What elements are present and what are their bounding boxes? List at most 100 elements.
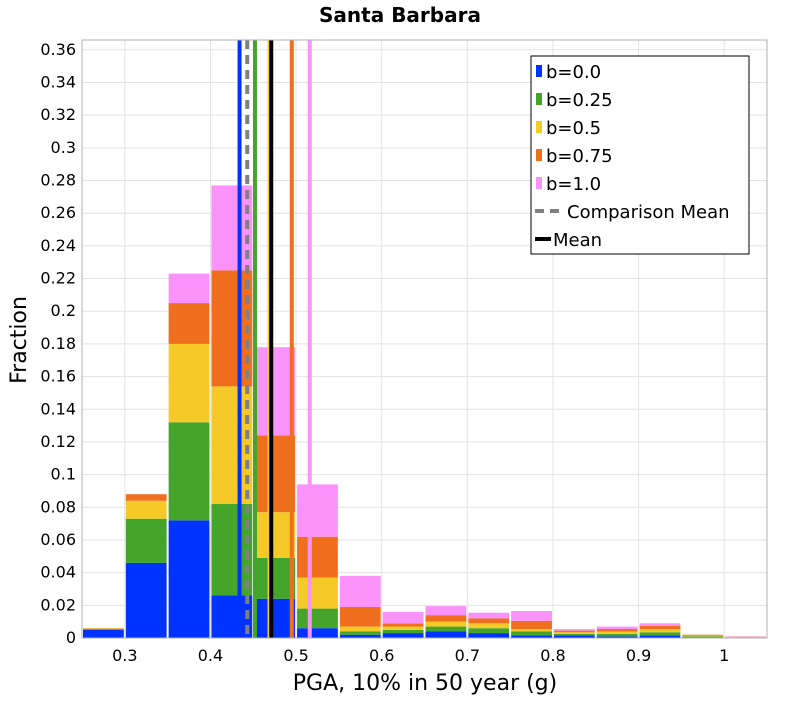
bar-segment <box>426 615 467 622</box>
legend-swatch <box>536 121 542 133</box>
y-tick-label: 0.18 <box>40 334 76 353</box>
bar-segment <box>297 484 338 536</box>
bar-segment <box>640 629 681 632</box>
bar-segment <box>468 628 509 633</box>
y-tick-label: 0.22 <box>40 269 76 288</box>
bar-segment <box>554 629 595 631</box>
y-tick-label: 0.28 <box>40 171 76 190</box>
y-tick-label: 0.04 <box>40 563 76 582</box>
bar-segment <box>511 631 552 635</box>
bar-segment <box>169 274 210 303</box>
bar-segment <box>426 606 467 615</box>
y-tick-label: 0 <box>66 628 76 647</box>
y-tick-label: 0.12 <box>40 432 76 451</box>
bar-segment <box>297 537 338 578</box>
legend-swatch <box>536 65 542 77</box>
legend-label: b=1.0 <box>546 174 601 195</box>
bar-segment <box>468 613 509 619</box>
x-tick-label: 0.7 <box>455 646 480 665</box>
x-tick-label: 0.5 <box>283 646 308 665</box>
bar-segment <box>682 635 723 636</box>
y-tick-label: 0.14 <box>40 399 76 418</box>
y-tick-label: 0.32 <box>40 105 76 124</box>
y-tick-label: 0.36 <box>40 40 76 59</box>
y-tick-label: 0.1 <box>51 465 76 484</box>
bar-segment <box>468 633 509 638</box>
legend-swatch <box>536 177 542 189</box>
bar-segment <box>511 611 552 621</box>
bar-segment <box>426 627 467 632</box>
legend-label: b=0.0 <box>546 62 601 83</box>
bar-segment <box>468 618 509 623</box>
bar-segment <box>126 563 167 638</box>
bar-segment <box>511 621 552 629</box>
bar-segment <box>340 627 381 632</box>
bar-segment <box>597 629 638 631</box>
bar-segment <box>554 632 595 634</box>
bar-segment <box>597 631 638 633</box>
y-tick-label: 0.02 <box>40 595 76 614</box>
bar-segment <box>426 631 467 638</box>
bar-segment <box>640 626 681 629</box>
bar-segment <box>169 344 210 422</box>
bar-segment <box>511 629 552 631</box>
bar-segment <box>640 623 681 625</box>
legend: b=0.0 b=0.25 b=0.5 b=0.75 b=1.0 Comparison Me… <box>531 56 749 254</box>
legend-label: Comparison Mean <box>567 202 730 223</box>
x-tick-label: 0.4 <box>198 646 223 665</box>
bar-segment <box>297 628 338 638</box>
x-tick-label: 0.9 <box>626 646 651 665</box>
bar-segment <box>83 630 124 638</box>
bar-segment <box>383 630 424 633</box>
y-axis-label: Fraction <box>7 296 32 384</box>
y-tick-label: 0.26 <box>40 203 76 222</box>
bar-segment <box>254 599 295 638</box>
bar-segment <box>126 519 167 563</box>
bar-segment <box>383 627 424 630</box>
bar-segment <box>682 636 723 637</box>
x-tick-label: 0.6 <box>369 646 394 665</box>
bar-segment <box>426 622 467 627</box>
bar-segment <box>682 636 723 637</box>
bar-segment <box>254 347 295 435</box>
bar-segment <box>383 633 424 638</box>
bar-segment <box>126 494 167 501</box>
bar-segment <box>169 303 210 344</box>
bar-segment <box>383 612 424 623</box>
bar-segment <box>297 578 338 609</box>
y-tick-label: 0.24 <box>40 236 76 255</box>
y-tick-label: 0.34 <box>40 72 76 91</box>
bar-segment <box>554 634 595 636</box>
bar-segment <box>597 634 638 636</box>
x-tick-label: 0.8 <box>540 646 565 665</box>
bar-segment <box>126 501 167 519</box>
legend-swatch <box>536 149 542 161</box>
bar-segment <box>340 631 381 634</box>
legend-label: b=0.75 <box>546 146 613 167</box>
bar-segment <box>340 576 381 607</box>
bar-segment <box>597 627 638 629</box>
y-tick-label: 0.3 <box>51 138 76 157</box>
bar-segment <box>169 422 210 520</box>
x-axis-label: PGA, 10% in 50 year (g) <box>293 671 557 696</box>
bar-segment <box>554 631 595 633</box>
bar-segment <box>254 558 295 599</box>
y-tick-label: 0.2 <box>51 301 76 320</box>
legend-swatch <box>536 93 542 105</box>
x-tick-label: 1 <box>719 646 729 665</box>
legend-label: Mean <box>553 230 602 251</box>
bar-segment <box>169 520 210 638</box>
chart-title: Santa Barbara <box>319 3 481 27</box>
legend-label: b=0.25 <box>546 90 613 111</box>
bar-segment <box>383 623 424 626</box>
bar-segment <box>468 623 509 628</box>
bar-segment <box>254 435 295 512</box>
legend-label: b=0.5 <box>546 118 601 139</box>
x-tick-label: 0.3 <box>112 646 137 665</box>
bar-segment <box>297 609 338 629</box>
y-tick-label: 0.06 <box>40 530 76 549</box>
bar-segment <box>83 629 124 630</box>
bar-segment <box>340 607 381 627</box>
